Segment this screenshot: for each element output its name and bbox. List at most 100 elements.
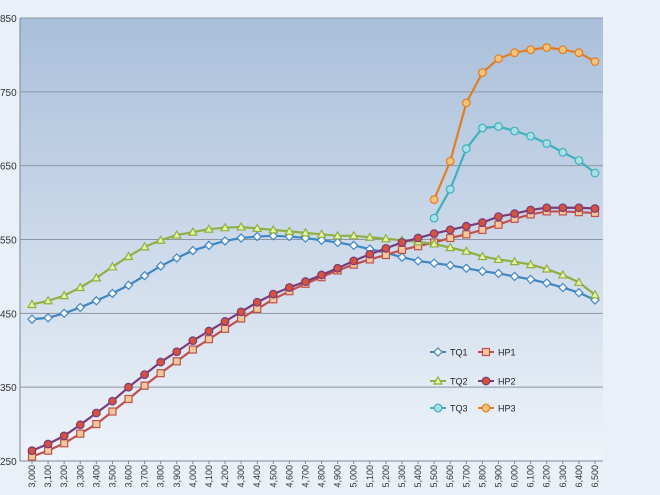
- data-point-tq2: [589, 289, 601, 299]
- x-tick-label: 4,700: [300, 465, 310, 488]
- legend-label: TQ3: [450, 404, 468, 414]
- data-point-tq1: [509, 271, 520, 282]
- series-tq3: [429, 122, 600, 223]
- data-point-hp2: [397, 238, 407, 247]
- series-hp2: [27, 203, 600, 456]
- data-point-tq1: [188, 245, 198, 256]
- data-point-tq1: [316, 235, 327, 246]
- data-point-tq2: [75, 282, 86, 292]
- data-point-hp1: [220, 324, 230, 333]
- x-tick-label: 4,100: [204, 465, 214, 488]
- data-point-hp2: [91, 408, 101, 418]
- legend-item-tq2: TQ2: [430, 375, 468, 387]
- x-tick-label: 5,900: [493, 465, 503, 488]
- data-point-hp2: [140, 370, 150, 380]
- x-tick-label: 6,000: [510, 465, 520, 488]
- data-point-tq1: [445, 260, 456, 271]
- data-point-hp2: [365, 249, 375, 259]
- series: [26, 43, 601, 461]
- legend-item-tq1: TQ1: [430, 347, 468, 358]
- legend: TQ1 HP1 TQ2 HP2 TQ3 HP3: [430, 347, 516, 414]
- data-point-tq2: [139, 241, 150, 251]
- data-point-hp1: [494, 220, 503, 229]
- data-point-tq2: [155, 235, 166, 244]
- legend-swatch-marker: [433, 347, 443, 357]
- data-point-tq1: [397, 252, 407, 263]
- data-point-tq2: [509, 256, 520, 266]
- data-point-hp2: [156, 357, 166, 367]
- data-point-hp2: [478, 218, 487, 227]
- data-point-tq2: [364, 232, 375, 241]
- legend-swatch-marker: [432, 375, 444, 385]
- data-point-hp2: [461, 221, 471, 231]
- data-point-hp3: [494, 54, 503, 64]
- data-point-tq1: [236, 233, 246, 243]
- data-point-hp2: [172, 347, 182, 357]
- data-point-hp1: [188, 345, 197, 354]
- data-point-tq1: [477, 266, 488, 277]
- data-point-tq2: [203, 223, 214, 233]
- data-point-tq1: [43, 312, 53, 323]
- x-tick-label: 5,400: [413, 465, 423, 488]
- data-point-hp2: [429, 229, 439, 238]
- legend-label: TQ1: [450, 348, 468, 358]
- data-point-tq2: [332, 230, 343, 240]
- data-point-hp2: [542, 203, 552, 213]
- data-point-tq2: [541, 263, 552, 273]
- data-point-hp3: [429, 195, 439, 205]
- data-point-tq3: [461, 144, 471, 154]
- data-point-hp2: [413, 233, 423, 243]
- legend-label: HP1: [498, 348, 516, 358]
- data-point-hp2: [124, 382, 133, 392]
- data-point-tq2: [557, 269, 568, 279]
- x-tick-label: 5,300: [397, 465, 407, 488]
- y-tick-label: 350: [0, 383, 17, 394]
- data-point-tq3: [574, 156, 584, 165]
- data-point-hp1: [204, 335, 214, 344]
- data-point-tq1: [252, 231, 263, 242]
- x-tick-label: 3,300: [75, 465, 85, 488]
- data-point-hp3: [542, 43, 552, 52]
- x-tick-label: 5,600: [445, 465, 455, 488]
- data-point-hp2: [574, 203, 584, 213]
- y-tick-label: 250: [0, 457, 17, 468]
- data-point-tq3: [526, 131, 536, 141]
- x-tick-label: 3,100: [43, 465, 53, 488]
- x-tick-label: 4,900: [333, 465, 343, 488]
- data-point-hp2: [590, 204, 600, 213]
- data-point-tq2: [26, 299, 38, 309]
- data-point-hp2: [510, 209, 519, 219]
- data-point-tq2: [91, 272, 102, 282]
- x-tick-label: 5,500: [429, 465, 439, 488]
- x-tick-label: 6,200: [542, 465, 552, 488]
- data-point-tq1: [123, 280, 134, 291]
- data-point-tq3: [510, 126, 519, 136]
- data-point-tq2: [107, 261, 118, 271]
- data-point-hp1: [446, 233, 455, 243]
- data-point-tq1: [574, 287, 584, 298]
- data-point-tq1: [332, 237, 343, 248]
- data-point-tq1: [155, 261, 166, 271]
- legend-item-hp1: HP1: [478, 348, 516, 358]
- data-point-hp3: [478, 68, 487, 78]
- x-tick-label: 4,200: [220, 465, 230, 488]
- data-point-tq2: [252, 223, 263, 233]
- x-tick-label: 5,800: [477, 465, 487, 488]
- legend-swatch-marker: [433, 403, 443, 413]
- data-point-hp3: [590, 57, 600, 66]
- y-axis: 850 750 650 550 450 350 250: [0, 14, 17, 468]
- legend-swatch-marker: [481, 347, 491, 357]
- data-point-hp2: [445, 225, 455, 235]
- x-tick-label: 6,300: [558, 465, 568, 488]
- x-tick-label: 5,100: [365, 465, 375, 488]
- data-point-tq1: [59, 308, 70, 319]
- x-tick-label: 3,800: [156, 465, 166, 488]
- data-point-tq2: [123, 251, 134, 261]
- series-hp3: [429, 43, 600, 205]
- data-point-hp2: [220, 317, 230, 326]
- x-tick-label: 3,400: [91, 465, 101, 488]
- data-point-hp2: [252, 297, 262, 307]
- data-point-hp2: [188, 336, 198, 346]
- x-tick-label: 5,200: [381, 465, 391, 488]
